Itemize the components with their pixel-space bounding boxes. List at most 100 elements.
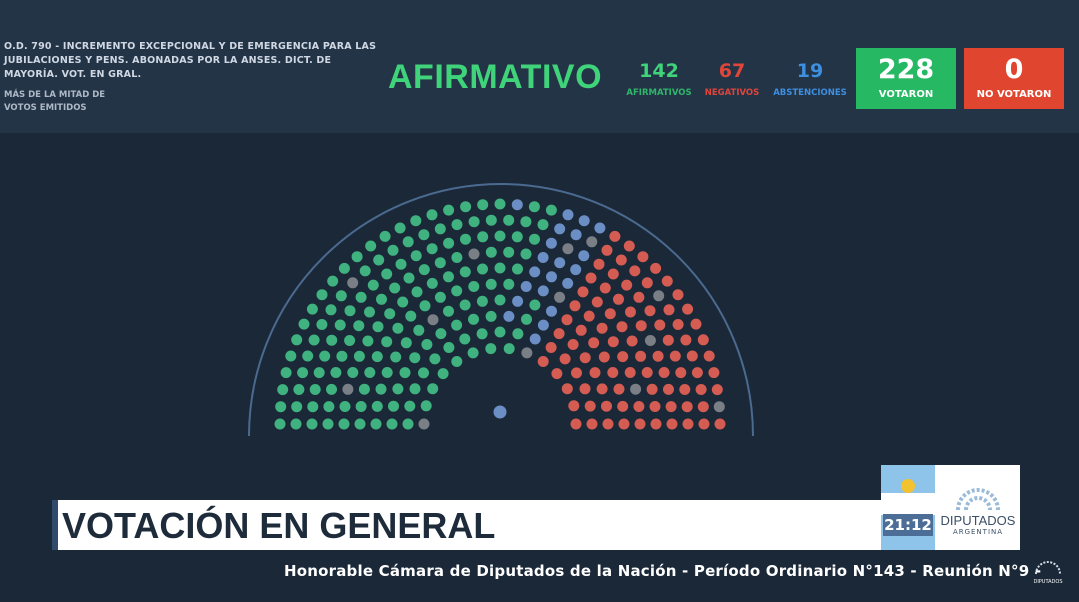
- seat: [346, 276, 360, 290]
- seat: [577, 249, 591, 263]
- seat: [671, 318, 685, 331]
- seat: [681, 302, 695, 316]
- seat: [622, 239, 636, 253]
- seat: [388, 281, 402, 295]
- seat: [371, 320, 385, 334]
- seat: [458, 265, 472, 279]
- lower-third-bar: [52, 500, 888, 550]
- seat: [401, 235, 415, 249]
- seat: [458, 298, 472, 312]
- seat: [352, 319, 366, 333]
- seat: [370, 350, 384, 364]
- seat: [417, 263, 431, 277]
- seat: [386, 243, 400, 257]
- seat: [674, 366, 688, 380]
- seat: [606, 267, 620, 281]
- seat: [629, 382, 643, 396]
- seat: [380, 366, 394, 379]
- seat: [352, 349, 366, 363]
- seat: [315, 318, 329, 331]
- seat: [493, 293, 507, 307]
- seat: [606, 366, 620, 379]
- seat: [625, 334, 639, 348]
- seat: [511, 262, 524, 276]
- seat: [350, 250, 364, 264]
- seat: [652, 289, 666, 303]
- seat: [297, 317, 311, 331]
- seat: [519, 215, 533, 229]
- seat: [640, 276, 654, 290]
- seat: [536, 355, 550, 368]
- seat: [702, 349, 716, 363]
- seat: [329, 366, 343, 379]
- seat: [290, 400, 304, 414]
- seat: [553, 222, 567, 236]
- diputados-logo-icon: [956, 488, 1000, 511]
- seat: [585, 417, 599, 431]
- seat: [560, 313, 574, 327]
- seat: [493, 325, 507, 339]
- seat: [484, 342, 498, 356]
- seat: [417, 417, 431, 431]
- seat: [442, 236, 456, 250]
- seat: [587, 336, 601, 350]
- seat: [585, 235, 599, 249]
- seat-group: [273, 197, 727, 431]
- seat: [519, 280, 533, 293]
- seat: [412, 323, 426, 337]
- total-no-votaron: 0 NO VOTARON: [964, 48, 1064, 109]
- seat: [425, 242, 439, 256]
- seat: [404, 309, 418, 323]
- seat: [484, 277, 498, 291]
- seat: [433, 256, 447, 270]
- seat: [560, 382, 574, 396]
- seat: [595, 382, 609, 396]
- seat: [459, 232, 472, 246]
- seat: [450, 318, 464, 332]
- seat: [668, 349, 682, 363]
- seat: [662, 303, 676, 317]
- seat: [545, 270, 558, 284]
- seat: [649, 417, 663, 431]
- seat: [550, 367, 564, 381]
- seat: [353, 417, 367, 431]
- seat: [536, 218, 550, 232]
- seat: [357, 382, 371, 396]
- seat: [690, 366, 704, 380]
- seat: [502, 342, 516, 356]
- seat: [403, 399, 417, 413]
- seat: [665, 417, 679, 431]
- seat: [459, 200, 473, 214]
- seat: [450, 251, 464, 264]
- seat: [574, 323, 588, 337]
- watermark-text: DIPUTADOS: [1033, 579, 1063, 585]
- seat: [593, 221, 607, 235]
- seat: [301, 349, 315, 363]
- total-value: 228: [877, 54, 935, 85]
- argentina-flag-icon: [881, 465, 935, 550]
- seat: [398, 366, 412, 380]
- seat: [467, 280, 481, 293]
- seat: [645, 382, 659, 396]
- seat: [322, 400, 336, 414]
- seat: [290, 333, 304, 347]
- seat: [354, 290, 368, 304]
- seat: [620, 278, 634, 292]
- seat: [553, 256, 567, 270]
- seat: [343, 334, 357, 347]
- seat: [511, 294, 525, 308]
- seat: [493, 197, 507, 211]
- seat: [578, 382, 592, 396]
- seat: [305, 417, 319, 431]
- seat: [536, 318, 550, 332]
- seat: [276, 383, 290, 397]
- seat: [476, 262, 489, 276]
- seat: [402, 271, 416, 285]
- motion-line: JUBILACIONES Y PENS. ABONADAS POR LA ANS…: [4, 55, 332, 66]
- watermark: DIPUTADOS: [1028, 560, 1068, 585]
- seat: [569, 417, 583, 431]
- seat: [394, 257, 408, 271]
- seat: [636, 250, 650, 264]
- seat: [519, 247, 533, 261]
- tally-label: NEGATIVOS: [704, 88, 760, 98]
